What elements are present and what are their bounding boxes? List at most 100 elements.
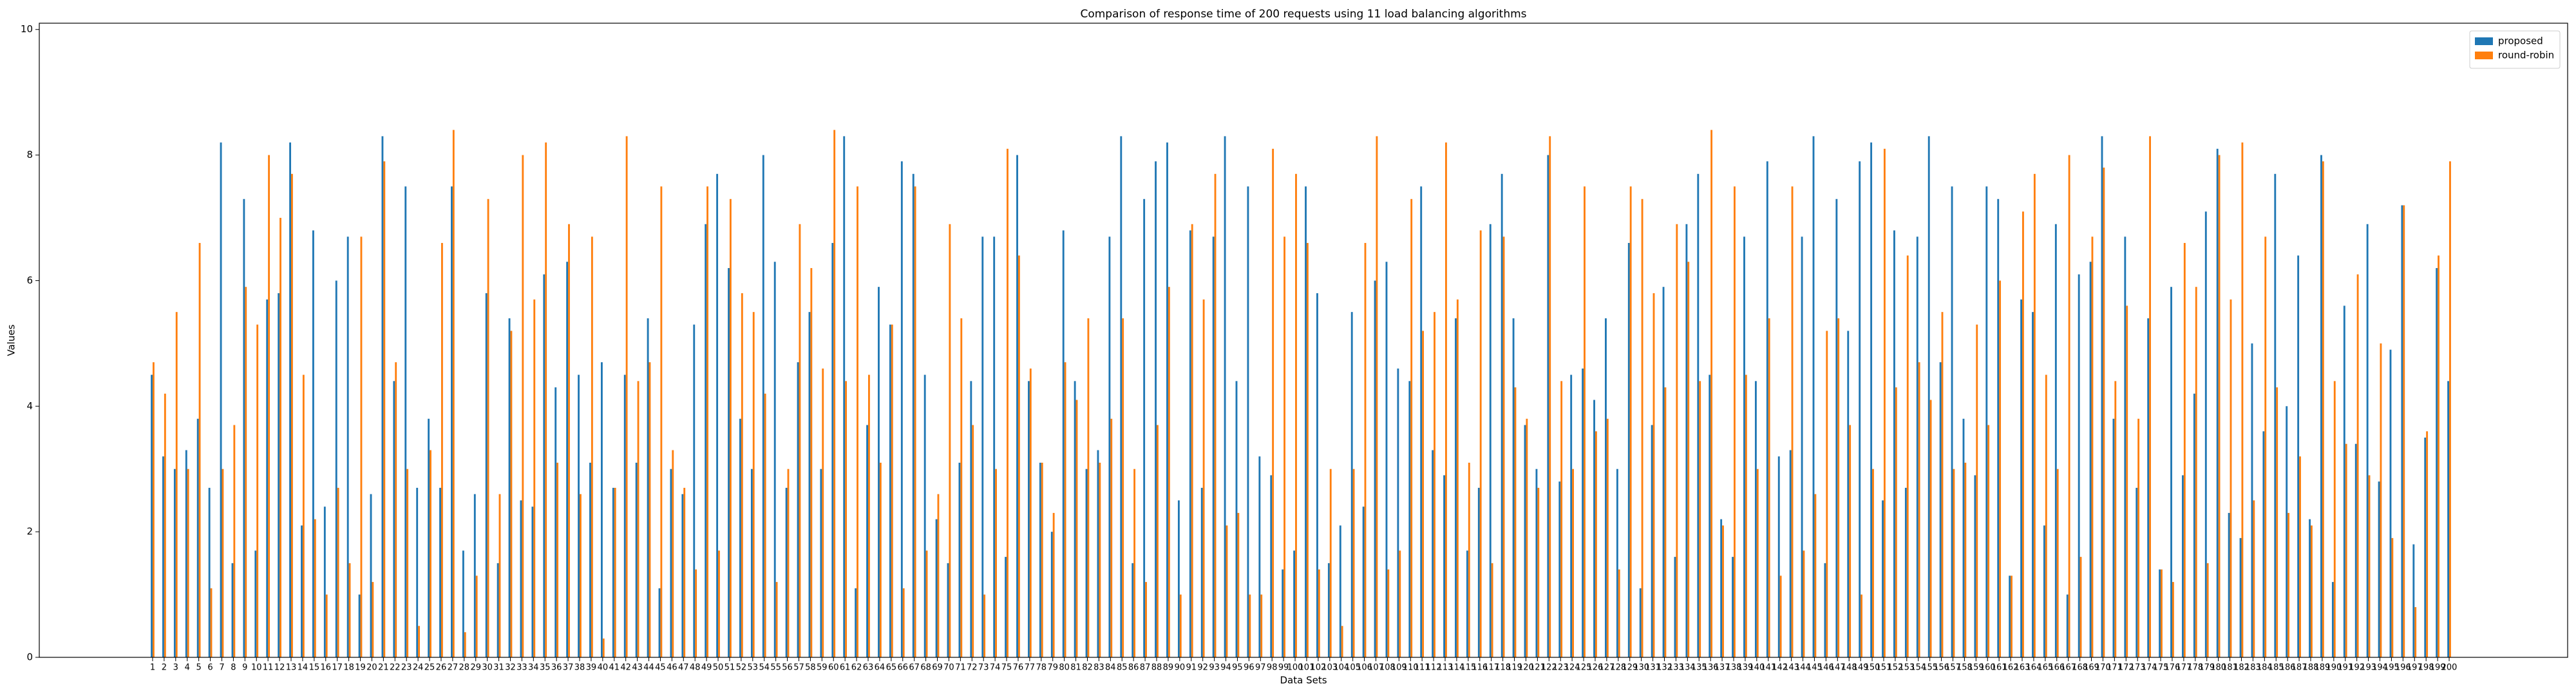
bar (2103, 168, 2105, 657)
x-tick-label: 21 (378, 663, 389, 673)
bar (1687, 262, 1690, 657)
bar (2331, 582, 2334, 657)
bar (2112, 418, 2115, 657)
bar (1155, 161, 1157, 657)
x-tick-label: 43 (632, 663, 643, 673)
x-tick-label: 56 (782, 663, 793, 673)
bar (2218, 155, 2221, 657)
x-tick-label: 20 (366, 663, 377, 673)
bar (498, 494, 501, 657)
x-tick-label: 52 (736, 663, 747, 673)
bar (2368, 475, 2371, 657)
bar (1572, 469, 1574, 657)
bar (302, 374, 305, 657)
bar (358, 594, 361, 657)
bar (2149, 136, 2151, 657)
bar (960, 318, 963, 657)
x-tick-label: 67 (909, 663, 920, 673)
bar (1605, 318, 1607, 657)
bar (2239, 537, 2242, 657)
x-tick-label: 71 (955, 663, 966, 673)
bar (545, 142, 547, 658)
bar (937, 494, 940, 657)
x-tick-label: 156 (1933, 663, 1949, 673)
bar (1951, 186, 1953, 657)
x-tick-label: 68 (920, 663, 931, 673)
bar (1547, 155, 1549, 657)
bar (1364, 242, 1367, 657)
x-tick-label: 192 (2349, 663, 2365, 673)
x-tick-label: 145 (1806, 663, 1823, 673)
bar (1237, 512, 1240, 657)
bar (1362, 507, 1365, 657)
bar (914, 186, 916, 657)
bar (2299, 456, 2301, 657)
bar (1743, 237, 1745, 657)
x-tick-label: 115 (1460, 663, 1476, 673)
bar (843, 136, 846, 657)
bar (1985, 186, 1988, 657)
x-tick-label: 89 (1163, 663, 1174, 673)
bar (1235, 381, 1238, 657)
bar (1526, 418, 1528, 657)
bar (1305, 186, 1307, 657)
bar (912, 173, 914, 657)
x-tick-label: 78 (1036, 663, 1047, 673)
x-tick-label: 15 (309, 663, 320, 673)
bar (1849, 425, 1852, 657)
y-tick-label: 8 (26, 149, 33, 160)
bar (2022, 211, 2024, 657)
bar (1110, 418, 1113, 657)
x-tick-label: 184 (2257, 663, 2273, 673)
bar (729, 198, 732, 657)
bar (2253, 500, 2255, 657)
bar (428, 418, 430, 657)
bar (773, 262, 776, 657)
bar (833, 130, 836, 657)
bar (346, 237, 349, 657)
bar (1018, 255, 1020, 658)
bar (2161, 569, 2163, 657)
bar (1676, 224, 1678, 657)
bar (2274, 173, 2277, 657)
x-tick-label: 94 (1220, 663, 1231, 673)
bar (1168, 287, 1170, 657)
bar (1374, 280, 1376, 657)
x-tick-label: 80 (1059, 663, 1070, 673)
bar (1916, 237, 1918, 657)
bar (2079, 557, 2082, 657)
bar (820, 469, 822, 657)
bar (580, 494, 582, 657)
x-tick-label: 27 (448, 663, 459, 673)
x-tick-label: 17 (332, 663, 343, 673)
bar (1595, 431, 1597, 657)
bar (2403, 205, 2405, 657)
bar (1052, 512, 1055, 657)
x-tick-label: 99 (1278, 663, 1289, 673)
bar (683, 487, 686, 657)
bar (1352, 469, 1355, 657)
bar (520, 500, 522, 657)
x-tick-label: 137 (1714, 663, 1730, 673)
x-tick-label: 39 (586, 663, 597, 673)
bar (2147, 318, 2150, 657)
x-tick-label: 164 (2026, 663, 2042, 673)
bar (1466, 550, 1468, 657)
x-tick-label: 18 (343, 663, 354, 673)
x-tick-label: 63 (863, 663, 874, 673)
bar (1803, 550, 1805, 657)
bar (2159, 569, 2161, 657)
x-tick-label: 138 (1726, 663, 1742, 673)
y-tick-label: 2 (26, 526, 33, 537)
bar (531, 507, 534, 657)
legend-swatch (2475, 52, 2493, 59)
bar (1108, 237, 1111, 657)
x-tick-label: 176 (2164, 663, 2181, 673)
bar (1385, 262, 1388, 657)
x-tick-label: 123 (1553, 663, 1569, 673)
bar (993, 237, 996, 657)
bar (1512, 318, 1515, 657)
bar (1835, 198, 1838, 657)
bar (972, 425, 974, 657)
bar (2343, 305, 2345, 657)
